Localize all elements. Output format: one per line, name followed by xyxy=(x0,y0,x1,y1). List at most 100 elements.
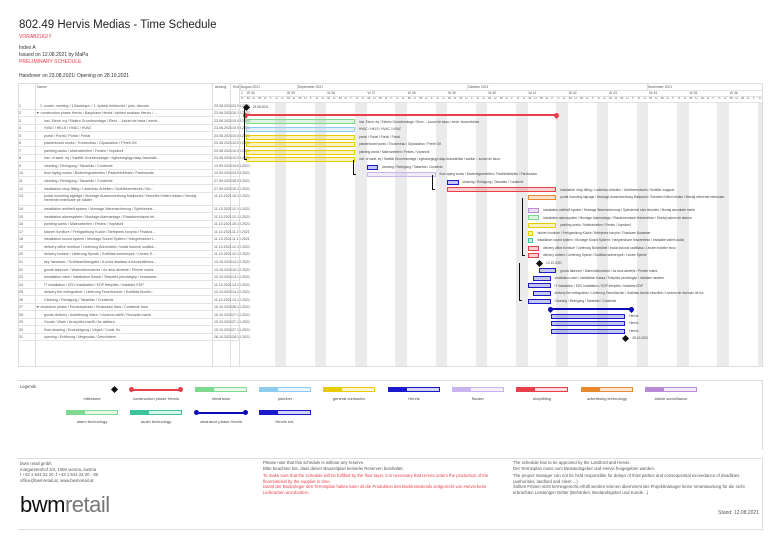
table-row[interactable]: 18 installation sound system / Montage So… xyxy=(18,236,250,244)
row-start: 11.10.2021 xyxy=(214,237,232,242)
table-row[interactable]: 25 delivery fire extinguisher / Lieferung… xyxy=(18,289,250,297)
table-row[interactable]: 6 plasterboard works / Trockenbau / Gipsz… xyxy=(18,140,250,148)
task-bar[interactable] xyxy=(447,187,557,193)
day-letter: S xyxy=(597,96,600,100)
task-bar[interactable] xyxy=(550,328,626,334)
task-bar[interactable] xyxy=(366,172,436,178)
table-row[interactable]: 17 kitchen furniture / Fertigstellung Küc… xyxy=(18,228,250,236)
task-bar-label: delivery fire extinguisher / Lieferung F… xyxy=(554,291,704,296)
row-id: 24 xyxy=(19,282,23,287)
table-row[interactable]: 29 Goods / Ware / Áruépítés marfă / Az al… xyxy=(18,319,250,327)
table-row[interactable]: 31 opening / Eröffnung / Megnyitás / Desc… xyxy=(18,334,250,342)
task-bar[interactable] xyxy=(527,215,539,221)
task-bar[interactable] xyxy=(245,142,355,148)
day-letter: M xyxy=(568,96,572,100)
milestone-icon[interactable] xyxy=(535,259,544,267)
row-id: 28 xyxy=(19,312,23,317)
day-letter: S xyxy=(281,96,284,100)
task-bar[interactable] xyxy=(527,253,539,259)
task-bar[interactable] xyxy=(245,149,355,155)
legend-swatch-icon xyxy=(259,387,311,392)
table-row[interactable]: 1 1. constr. meeting / 1.Baubespr. / 1. é… xyxy=(18,102,250,110)
milestone-icon[interactable] xyxy=(622,335,630,343)
day-letter: D xyxy=(655,96,658,100)
day-letter: F xyxy=(269,96,272,100)
row-name: delivery office furniture / Lieferung Bü… xyxy=(44,244,157,249)
legend-item: article surveillance xyxy=(641,387,701,401)
table-row[interactable]: 8 inst. of sanit. eq / Sanitär Grundmonta… xyxy=(18,155,250,163)
week-label: W 41 xyxy=(528,91,537,95)
weekend-shade xyxy=(435,102,447,366)
day-letter: M xyxy=(528,96,532,100)
task-bar[interactable] xyxy=(527,245,539,251)
table-row[interactable]: 5 portal / Portal / Portál / Portal 23.08.… xyxy=(18,132,250,140)
task-bar[interactable] xyxy=(527,298,551,304)
task-bar[interactable] xyxy=(245,134,355,140)
table-row[interactable]: 11 cleaning / Reinigung / Takarítás / Cur… xyxy=(18,178,250,186)
task-bar[interactable] xyxy=(527,230,534,236)
table-row[interactable]: 19 delivery office furniture / Lieferung … xyxy=(18,243,250,251)
table-row[interactable]: 20 delivery lockers / Lieferung Spinde / … xyxy=(18,251,250,259)
task-bar[interactable] xyxy=(366,164,378,170)
summary-bar[interactable] xyxy=(550,307,631,310)
table-row[interactable]: 7 painting works / Malerarbeiten / Festés… xyxy=(18,147,250,155)
row-name: inst. of sanit. eq / Sanitär Grundmontag… xyxy=(44,156,160,161)
task-bar-label: delivery lockers / Lieferung Spinde / Sz… xyxy=(543,253,647,258)
table-row[interactable]: 4 HVAC / HKLS / HVAC / HVAC 23.08.2021 10.0… xyxy=(18,125,250,133)
task-bar[interactable] xyxy=(245,157,355,163)
summary-bar[interactable] xyxy=(245,113,557,116)
table-row[interactable]: 14 installation antitheft system / Montag… xyxy=(18,206,250,214)
task-bar[interactable] xyxy=(533,290,551,296)
row-end: 15.10.2021 xyxy=(232,186,250,191)
table-row[interactable]: 24 IT installation / EDV Installation / E… xyxy=(18,281,250,289)
task-bar[interactable] xyxy=(245,119,355,125)
table-row[interactable]: 23 Installation cash / Installation Kassa… xyxy=(18,274,250,282)
row-name: delivery fire extinguisher / Lieferung F… xyxy=(44,290,154,295)
row-id: 30 xyxy=(19,327,23,332)
row-id: 7 xyxy=(19,148,21,153)
table-row[interactable]: 2 ▼ construction phase Hervis / Bauphase … xyxy=(18,110,250,118)
month-label: Oktober 2021 xyxy=(468,85,489,89)
day-letter: M xyxy=(701,96,704,100)
task-bar[interactable] xyxy=(245,126,355,132)
task-bar[interactable] xyxy=(527,207,539,213)
table-row[interactable]: 27 ▼ clearance phase / Einräumphase / Elr… xyxy=(18,304,250,312)
legend-swatch-icon xyxy=(129,387,183,392)
table-row[interactable]: 22 goods takeover / Warenübernahme / Az á… xyxy=(18,266,250,274)
table-row[interactable]: 16 painting works / Malerarbeiten / Festé… xyxy=(18,221,250,229)
row-end: 27.10.2021 xyxy=(232,320,250,325)
legend-swatch-icon xyxy=(130,410,182,415)
table-row[interactable]: 12 installation shop fitting / Ladenbau A… xyxy=(18,185,250,193)
table-row[interactable]: 15 installation alarmsystem / Montage Ala… xyxy=(18,213,250,221)
table-row[interactable]: 10 floor laying works / Bodenlegearbeiten… xyxy=(18,170,250,178)
row-end: 14.09.2021 xyxy=(232,163,250,168)
col-start: Anfang xyxy=(215,85,227,89)
task-bar[interactable] xyxy=(527,238,534,244)
row-end: 15.10.2021 xyxy=(232,267,250,272)
task-bar[interactable] xyxy=(447,179,459,185)
legend-label: Hervis xyxy=(408,396,420,401)
task-bar-label: painting works / Malerarbeiten / Festés … xyxy=(560,223,631,228)
table-row[interactable]: 13 portal mounting signage / Montage Auss… xyxy=(18,193,250,206)
legend-item: advertising technology xyxy=(577,387,637,401)
row-name: portal / Portal / Portál / Portal xyxy=(44,133,91,138)
task-bar[interactable] xyxy=(533,275,551,281)
month-label: November 2021 xyxy=(648,85,673,89)
task-bar[interactable] xyxy=(550,313,626,319)
table-row[interactable]: 26 Cleaning / Reinigung / Takarítás / Cur… xyxy=(18,296,250,304)
task-bar[interactable] xyxy=(527,223,557,228)
task-bar[interactable] xyxy=(527,194,557,200)
task-bar-label: portal / Portal / Portál / Portal xyxy=(359,134,400,139)
table-row[interactable]: 9 cleaning / Reinigung / Takarítás / Cura… xyxy=(18,162,250,170)
table-row[interactable]: 28 goods delivery / Anlieferung Ware / Li… xyxy=(18,311,250,319)
day-letter: M xyxy=(287,96,290,100)
day-letter: D xyxy=(626,96,629,100)
task-bar[interactable] xyxy=(550,321,626,327)
day-letter: D xyxy=(465,96,468,100)
task-bar[interactable] xyxy=(539,268,557,274)
table-row[interactable]: 21 key handover / Schlüsselübergabe / A k… xyxy=(18,258,250,266)
table-row[interactable]: 30 final cleaning / Endreinigung / Végső … xyxy=(18,326,250,334)
table-row[interactable]: 3 inst. Electr. eq / Elektro Grundmontage… xyxy=(18,117,250,125)
task-bar[interactable] xyxy=(527,283,551,289)
bwm-retail-logo: bwmretail xyxy=(20,492,110,518)
